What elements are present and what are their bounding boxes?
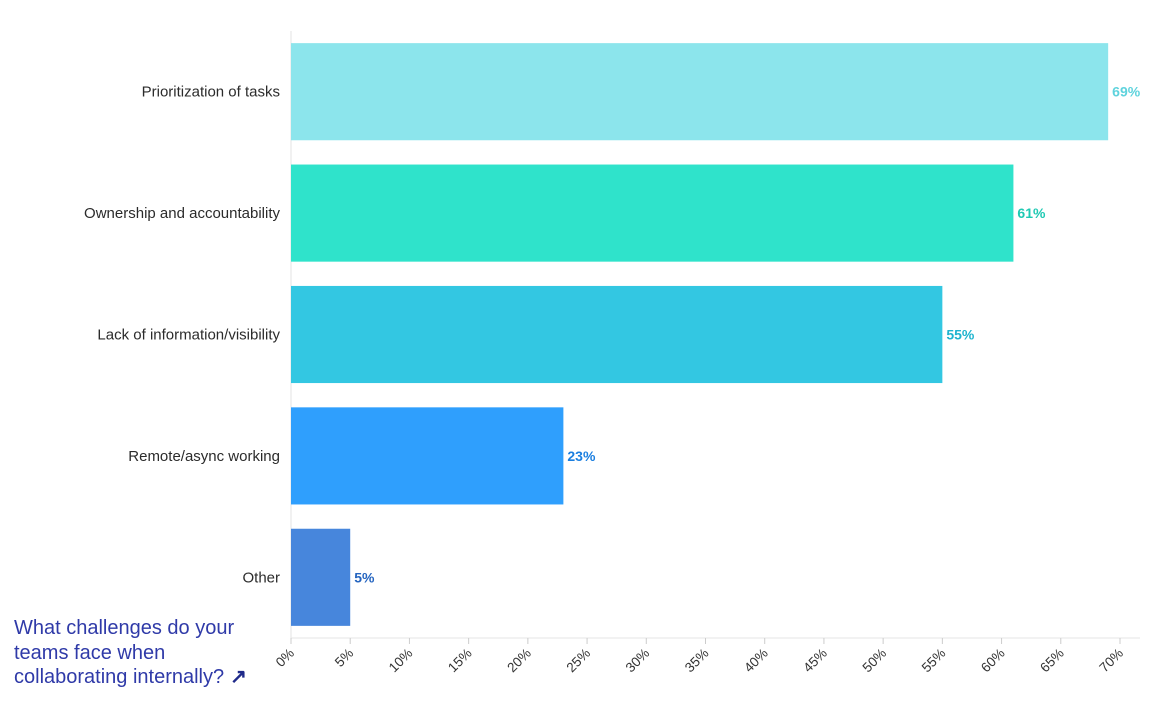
x-tick-label: 25%: [563, 646, 593, 676]
x-tick-label: 20%: [504, 646, 534, 676]
bar: [291, 164, 1014, 262]
x-tick-label: 30%: [623, 646, 653, 676]
value-label: 55%: [946, 327, 975, 343]
x-tick-label: 70%: [1096, 646, 1126, 676]
label-layer: Prioritization of tasks 69% Ownership and …: [84, 84, 1141, 587]
x-tick-label: 55%: [919, 646, 949, 676]
x-tick-label: 45%: [800, 646, 830, 676]
arrow-up-right-icon: ↗: [230, 666, 247, 688]
category-label: Lack of information/visibility: [97, 327, 280, 344]
bar: [291, 285, 943, 384]
x-tick-label: 5%: [332, 646, 356, 670]
question-text: What challenges do your teams face when …: [14, 617, 235, 688]
x-tick-label: 15%: [445, 646, 475, 676]
question-link[interactable]: What challenges do your teams face when …: [14, 616, 264, 690]
x-tick-label: 60%: [978, 646, 1008, 676]
category-label: Other: [242, 569, 280, 586]
x-tick-label: 50%: [860, 646, 890, 676]
value-label: 5%: [354, 569, 375, 585]
x-tick-label: 10%: [386, 646, 416, 676]
x-tick-label: 65%: [1037, 646, 1067, 676]
value-label: 69%: [1112, 84, 1141, 100]
x-tick-label: 35%: [682, 646, 712, 676]
category-label: Remote/async working: [128, 448, 280, 465]
x-tick-label: 40%: [741, 646, 771, 676]
x-tick-label: 0%: [273, 646, 297, 670]
bar-layer: [291, 43, 1109, 626]
category-label: Prioritization of tasks: [142, 84, 280, 101]
value-label: 61%: [1017, 205, 1046, 221]
category-label: Ownership and accountability: [84, 205, 280, 222]
bar: [291, 43, 1109, 141]
bar: [291, 528, 351, 626]
value-label: 23%: [567, 448, 596, 464]
bar: [291, 407, 564, 505]
